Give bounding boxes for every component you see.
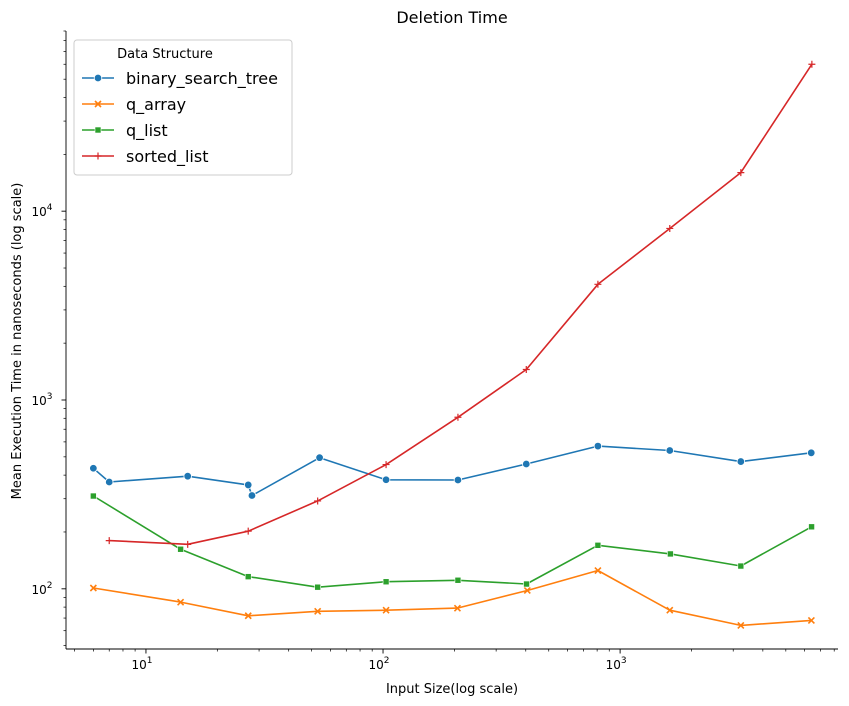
data-point	[244, 527, 252, 535]
legend-label: q_list	[126, 121, 168, 141]
data-point	[382, 461, 390, 469]
data-point	[807, 616, 815, 625]
data-point	[808, 523, 815, 531]
data-point	[314, 583, 321, 591]
series-binary-search-tree	[89, 441, 816, 500]
data-point	[737, 562, 745, 570]
data-point	[453, 475, 463, 485]
data-point	[184, 540, 192, 548]
data-point	[314, 607, 322, 615]
legend-label: binary_search_tree	[126, 69, 278, 89]
data-point	[667, 550, 674, 558]
data-point	[665, 446, 674, 455]
y-tick-label: 102	[31, 581, 52, 597]
legend-box	[73, 39, 293, 176]
data-point	[593, 441, 603, 451]
legend: Data Structure binary_search_tree q_arrayq…	[73, 39, 293, 176]
legend-marker	[94, 126, 102, 134]
data-point	[454, 576, 462, 584]
legend-marker	[93, 73, 103, 83]
legend-item-q-list: q_list	[82, 121, 168, 141]
data-point	[594, 566, 602, 575]
data-point	[594, 541, 602, 549]
series-line	[92, 445, 812, 497]
data-point	[90, 492, 97, 500]
data-point	[807, 448, 816, 458]
legend-label: sorted_list	[126, 147, 208, 167]
data-point	[105, 477, 114, 487]
data-point	[244, 573, 252, 580]
x-tick-label: 102	[369, 656, 390, 672]
legend-label: q_array	[126, 95, 186, 115]
y-axis: 102 103 104	[31, 30, 67, 649]
legend-item-q-array: q_array	[82, 95, 186, 115]
data-point	[105, 537, 113, 545]
data-point	[244, 480, 253, 490]
legend-item-sorted-list: sorted_list	[82, 147, 208, 167]
y-tick-label: 104	[31, 203, 52, 219]
data-point	[737, 169, 745, 177]
data-point	[89, 584, 97, 592]
data-point	[594, 280, 602, 288]
x-axis: 101 102 103	[66, 648, 838, 672]
data-point	[314, 497, 322, 505]
data-point	[89, 464, 98, 473]
data-point	[177, 545, 184, 553]
data-point	[522, 366, 530, 374]
series-line	[93, 569, 812, 627]
data-point	[382, 606, 390, 614]
legend-title: Data Structure	[117, 47, 213, 62]
x-tick-label: 101	[131, 656, 152, 672]
x-tick-label: 103	[606, 656, 627, 672]
plot-area	[89, 60, 816, 629]
chart-title: Deletion Time	[396, 8, 507, 27]
data-point	[315, 453, 324, 462]
data-point	[523, 580, 530, 588]
data-point	[523, 586, 531, 595]
data-point	[177, 598, 185, 606]
data-point	[453, 604, 462, 612]
data-point	[454, 413, 462, 421]
data-point	[244, 612, 252, 620]
data-point	[808, 60, 816, 68]
data-point	[737, 621, 745, 629]
legend-item-binary-search-tree: binary_search_tree	[82, 69, 278, 89]
x-axis-title: Input Size(log scale)	[386, 682, 518, 697]
data-point	[382, 578, 390, 586]
data-point	[666, 224, 674, 232]
data-point	[381, 475, 391, 484]
y-tick-label: 103	[31, 392, 52, 408]
data-point	[736, 457, 746, 466]
data-point	[666, 606, 674, 614]
series-sorted-list	[105, 60, 816, 548]
series-q-array	[89, 566, 815, 629]
data-point	[247, 491, 257, 500]
data-point	[183, 471, 192, 481]
series-q-list	[90, 492, 815, 591]
data-point	[522, 459, 531, 469]
legend-marker	[94, 100, 102, 108]
y-axis-title: Mean Execution Time in nanoseconds (log …	[10, 183, 25, 500]
legend-marker	[94, 152, 102, 160]
